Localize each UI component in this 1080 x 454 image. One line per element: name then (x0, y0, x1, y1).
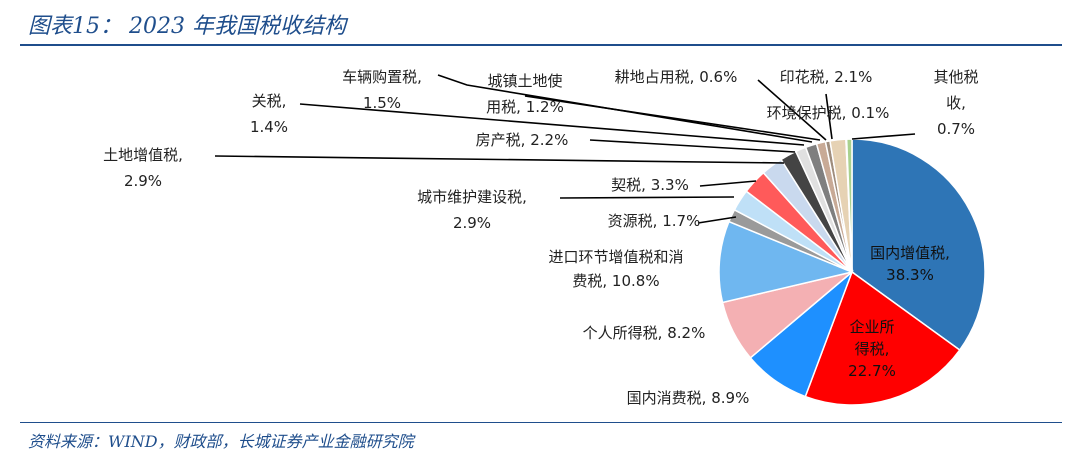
slice-label: 其他税收, 0.7% (933, 68, 978, 138)
slices (718, 138, 986, 406)
leader-line (559, 196, 735, 199)
chart-title: 图表15： 2023 年我国税收结构 (28, 14, 346, 39)
slice-label: 关税, 1.4% (250, 92, 288, 136)
slice-labels: 国内增值税, 38.3% 企业所得税, 22.7% 国内消费税, 8.9% 个人所得税, … (103, 68, 978, 407)
slice-label: 土地增值税, 2.9% (103, 146, 183, 190)
slice-label: 个人所得税, 8.2% (583, 324, 706, 342)
slice-label: 企业所得税, 22.7% (848, 318, 896, 380)
slice-label: 资源税, 1.7% (608, 212, 701, 230)
pie-slice (718, 220, 855, 304)
slice-label: 契税, 3.3% (611, 176, 689, 194)
pie-slice (851, 138, 986, 352)
leader-line (589, 139, 796, 153)
leader-line (299, 103, 805, 146)
pie-slice (845, 138, 853, 273)
slice-label: 印花税, 2.1% (780, 68, 873, 86)
slice-label: 进口环节增值税和消费税, 10.8% (548, 248, 683, 290)
leader-line (437, 74, 813, 143)
slice-label: 国内消费税, 8.9% (627, 389, 750, 407)
slice-label: 城镇土地使用税, 1.2% (486, 72, 564, 116)
leader-line (214, 155, 785, 164)
title-rule (20, 44, 1062, 46)
leader-line (757, 79, 827, 141)
leader-line (697, 216, 737, 224)
slice-label: 耕地占用税, 0.6% (615, 68, 738, 86)
slice-label: 国内增值税, 38.3% (870, 244, 950, 284)
pie-slice (804, 270, 961, 406)
slice-label: 城市维护建设税, 2.9% (417, 188, 527, 232)
leader-lines (214, 74, 916, 224)
leader-line (524, 95, 821, 141)
leader-line (699, 180, 757, 187)
leader-line (851, 133, 916, 140)
slice-label: 环境保护税, 0.1% (767, 104, 890, 122)
slice-label: 车辆购置税, 1.5% (342, 68, 422, 112)
source-note: 资料来源：WIND，财政部，长城证券产业金融研究院 (28, 432, 414, 451)
source-rule (20, 422, 1062, 423)
leader-line (825, 93, 833, 140)
slice-label: 房产税, 2.2% (476, 131, 569, 149)
